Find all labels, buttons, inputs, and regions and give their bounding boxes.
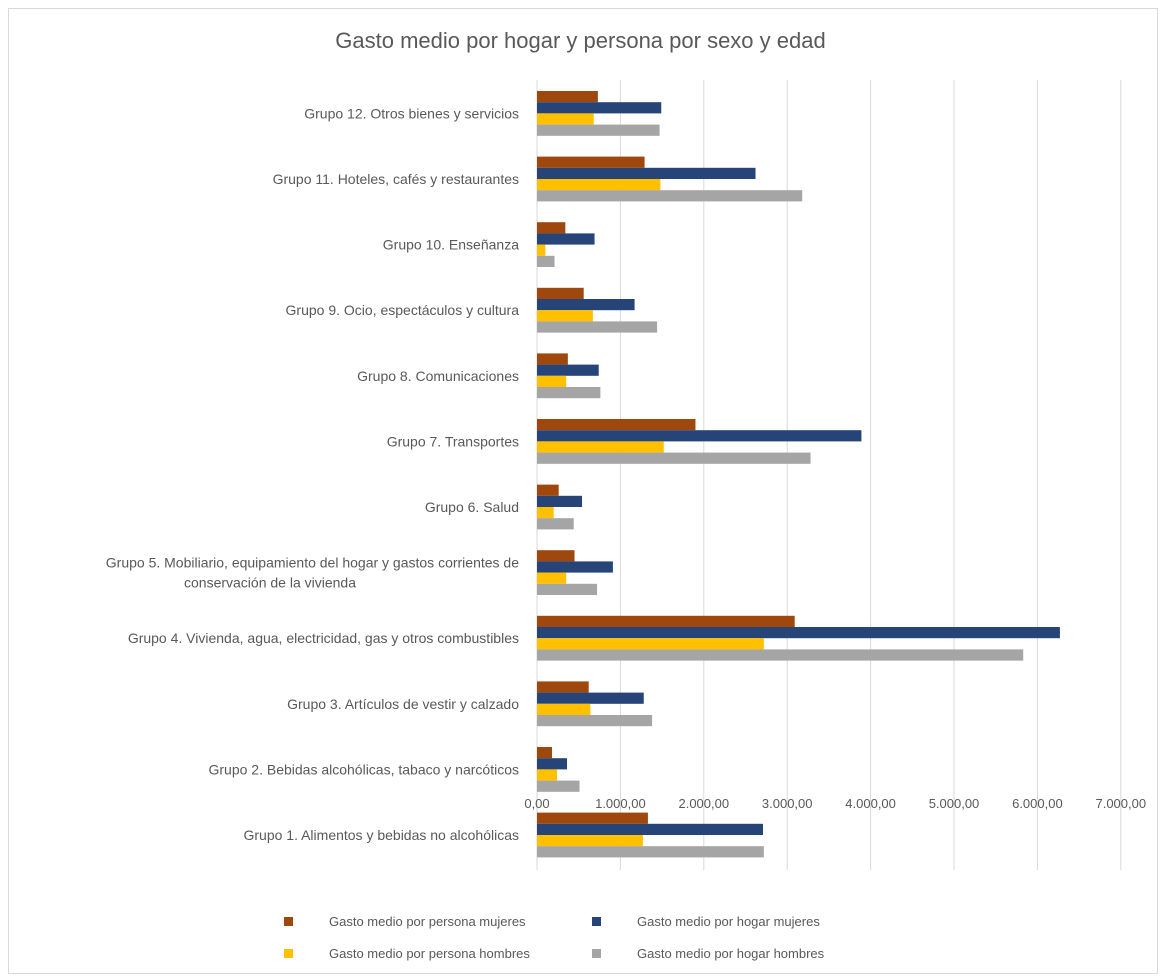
bar: [537, 179, 661, 191]
x-tick-label: 5.000,00: [929, 796, 980, 811]
bar: [537, 758, 568, 770]
x-tick-label: 0,00: [524, 796, 549, 811]
legend-label: Gasto medio por persona mujeres: [329, 914, 526, 929]
bar: [537, 484, 559, 496]
x-tick-label: 1.000,00: [595, 796, 646, 811]
bar: [537, 823, 764, 835]
category-label: Grupo 3. Artículos de vestir y calzado: [287, 696, 519, 712]
bar: [537, 353, 568, 365]
category-labels: Grupo 12. Otros bienes y servicios Grupo …: [106, 105, 519, 843]
bar: [537, 452, 811, 464]
bar: [537, 102, 662, 114]
category-label: Grupo 10. Enseñanza: [383, 237, 519, 253]
bar: [537, 430, 862, 442]
bar: [537, 233, 595, 245]
category-label: Grupo 11. Hoteles, cafés y restaurantes: [273, 171, 519, 187]
bar: [537, 846, 764, 858]
legend-label: Gasto medio por hogar hombres: [637, 946, 825, 961]
chart-title: Gasto medio por hogar y persona por sexo…: [335, 28, 826, 53]
category-label: Grupo 12. Otros bienes y servicios: [304, 105, 519, 121]
legend-swatch: [284, 917, 293, 927]
x-tick-label: 7.000,00: [1095, 796, 1146, 811]
legend-item: Gasto medio por persona hombres: [284, 946, 530, 961]
bar: [537, 156, 645, 168]
bar: [537, 638, 764, 650]
x-axis-ticks: 0,00 1.000,00 2.000,00 3.000,00 4.000,00 5.00…: [524, 796, 1146, 811]
legend-item: Gasto medio por persona mujeres: [284, 914, 526, 929]
bar: [537, 812, 648, 824]
bar: [537, 507, 554, 519]
bar: [537, 681, 589, 693]
category-label: Grupo 4. Vivienda, agua, electricidad, g…: [128, 630, 519, 646]
legend-item: Gasto medio por hogar hombres: [592, 946, 824, 961]
bar: [537, 419, 696, 431]
bar: [537, 387, 601, 399]
bar: [537, 627, 1060, 639]
category-label: Grupo 2. Bebidas alcohólicas, tabaco y n…: [208, 761, 519, 777]
bars: [537, 91, 1060, 858]
legend-swatch: [284, 949, 293, 959]
bar: [537, 835, 643, 847]
bar: [537, 244, 546, 256]
bar: [537, 124, 660, 136]
bar: [537, 167, 756, 179]
category-label: Grupo 8. Comunicaciones: [357, 368, 519, 384]
legend-swatch: [592, 949, 601, 959]
bar: [537, 441, 664, 453]
category-label: Grupo 1. Alimentos y bebidas no alcohóli…: [244, 827, 520, 843]
category-label: conservación de la vivienda: [184, 575, 356, 591]
bar: [537, 222, 566, 234]
bar: [537, 287, 584, 299]
bar: [537, 113, 594, 125]
legend-label: Gasto medio por hogar mujeres: [637, 914, 820, 929]
bar: [537, 703, 591, 715]
bar: [537, 769, 558, 781]
bar: [537, 255, 555, 267]
bar: [537, 91, 598, 103]
bar: [537, 310, 593, 322]
bar: [537, 715, 653, 727]
gridlines: [536, 80, 1122, 870]
bar: [537, 615, 795, 627]
bar: [537, 583, 598, 595]
bar: [537, 747, 553, 759]
x-tick-label: 2.000,00: [678, 796, 729, 811]
legend-item: Gasto medio por hogar mujeres: [592, 914, 820, 929]
category-label: Grupo 7. Transportes: [387, 433, 519, 449]
bar: [537, 561, 613, 573]
bar: [537, 692, 644, 704]
x-tick-label: 6.000,00: [1012, 796, 1063, 811]
bar: [537, 495, 583, 507]
bar: [537, 649, 1024, 661]
bar: [537, 364, 599, 376]
category-label: Grupo 6. Salud: [425, 499, 519, 515]
bar: [537, 780, 580, 792]
bar: [537, 518, 574, 530]
legend-swatch: [592, 917, 601, 927]
bar: [537, 321, 658, 333]
legend-label: Gasto medio por persona hombres: [329, 946, 530, 961]
bar: [537, 190, 803, 202]
x-tick-label: 4.000,00: [845, 796, 896, 811]
bar: [537, 299, 635, 311]
bar: [537, 572, 567, 584]
bar: [537, 550, 575, 562]
category-label: Grupo 5. Mobiliario, equipamiento del ho…: [106, 555, 519, 571]
bar: [537, 375, 567, 387]
category-label: Grupo 9. Ocio, espectáculos y cultura: [286, 302, 520, 318]
x-tick-label: 3.000,00: [762, 796, 813, 811]
